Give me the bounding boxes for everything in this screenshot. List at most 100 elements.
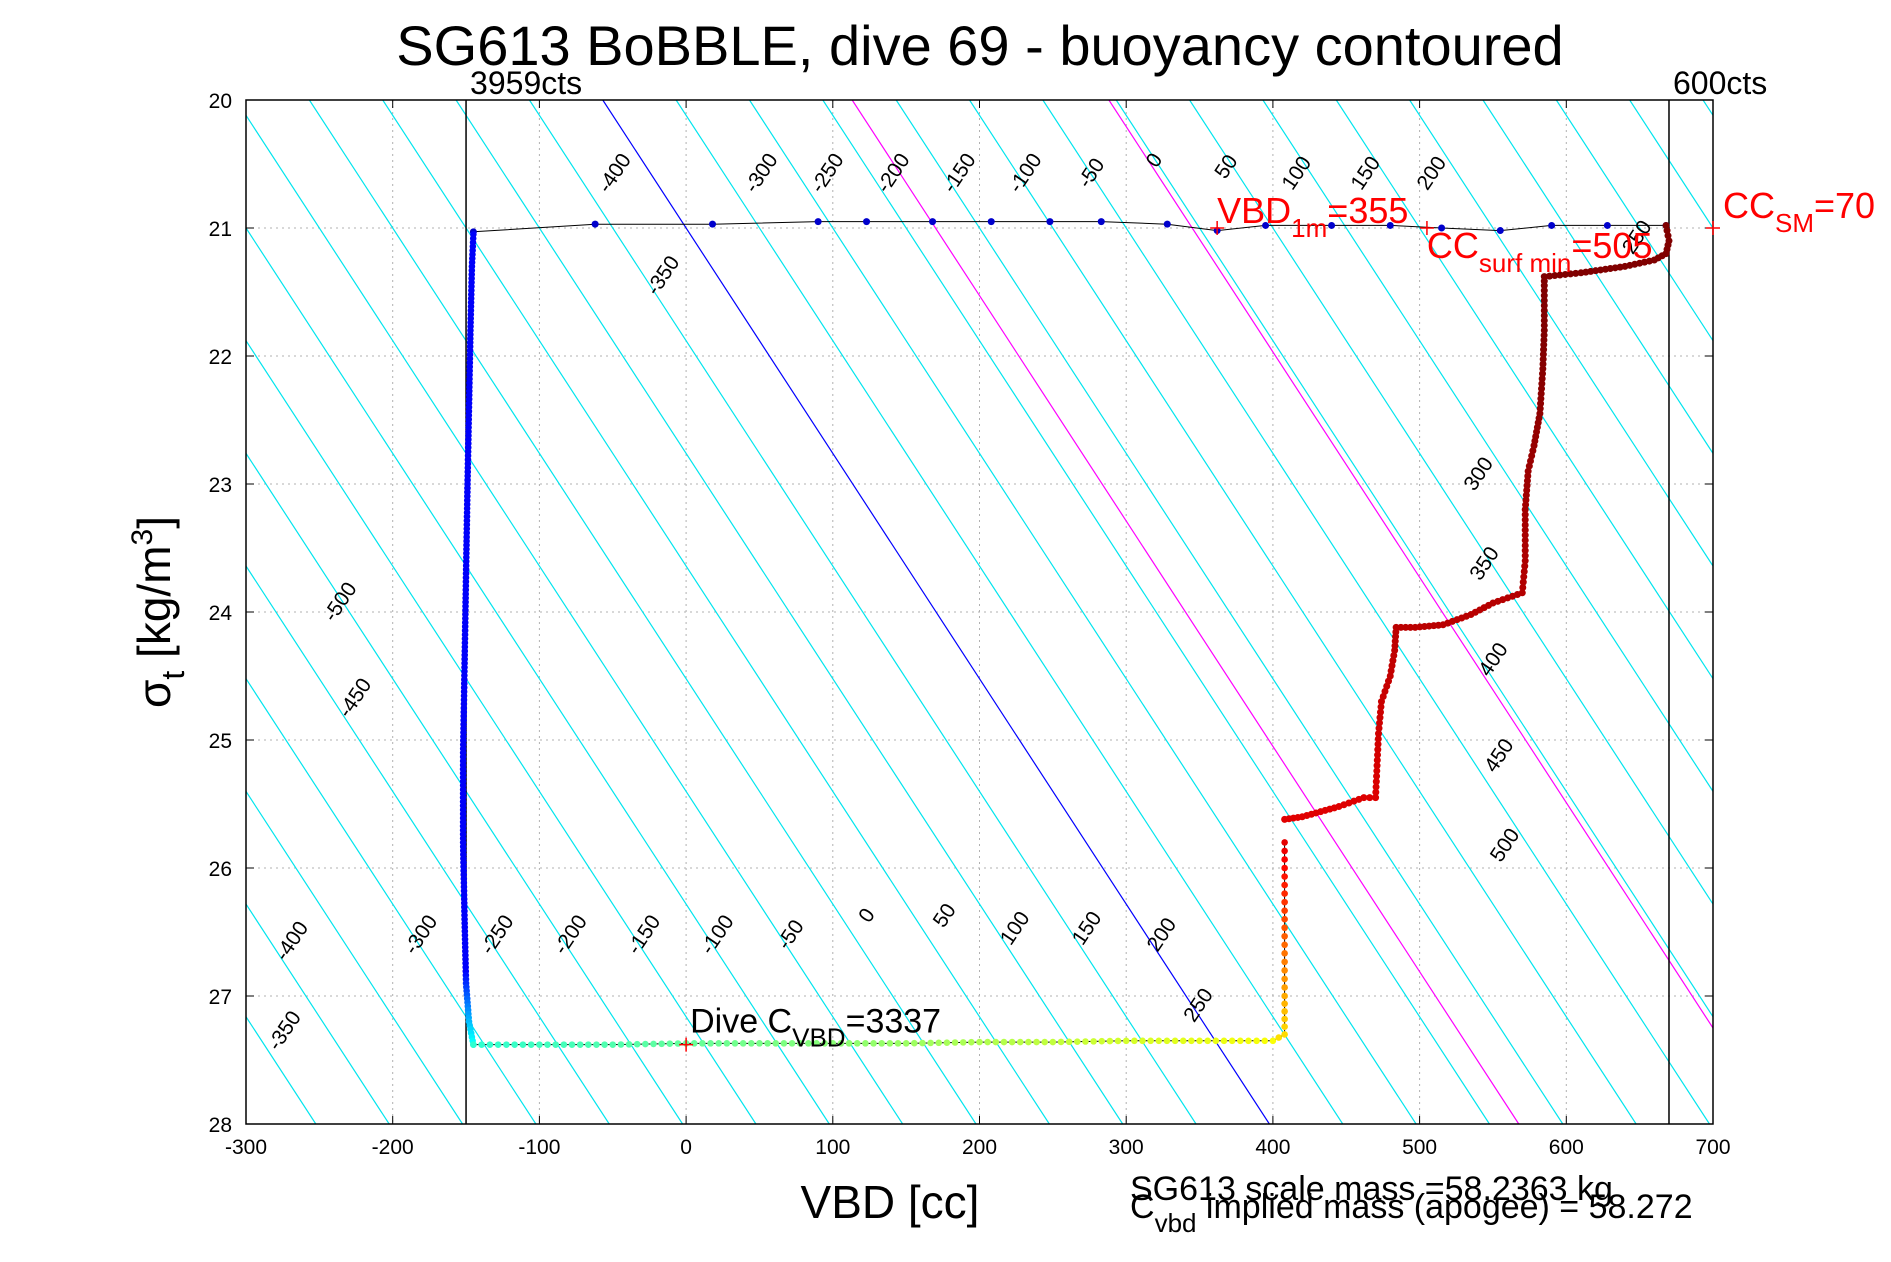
x-tick-label-4: 100 — [815, 1136, 850, 1159]
dive-bottom-point-51 — [886, 1040, 894, 1047]
dive-bottom-point-31 — [723, 1040, 731, 1047]
dive-bottom-point-46 — [845, 1040, 853, 1047]
dive-bottom-point-106 — [1281, 984, 1288, 991]
y-tick-label-8: 28 — [209, 1114, 232, 1137]
dive-bottom-point-29 — [707, 1040, 714, 1047]
annot-cc-surf-min-value: =505 — [1571, 225, 1652, 266]
contour-zero — [602, 100, 1270, 1124]
dive-bottom-point-6 — [519, 1041, 527, 1048]
contour-cyan-29 — [1042, 100, 1710, 1124]
contour-cyan-34 — [1409, 100, 1713, 568]
dive-bottom-point-36 — [764, 1040, 771, 1047]
dive-bottom-point-4 — [503, 1041, 510, 1048]
dive-bottom-point-41 — [805, 1040, 812, 1047]
climb-point-137 — [1540, 302, 1548, 310]
x-tick-label-0: -300 — [225, 1136, 267, 1159]
dive-bottom-point-54 — [911, 1039, 918, 1047]
climb-point-83 — [1520, 567, 1528, 575]
climb-point-133 — [1540, 321, 1548, 329]
contour-cyan-15 — [246, 564, 610, 1124]
dive-bottom-point-57 — [935, 1039, 943, 1047]
dive-bottom-point-58 — [943, 1039, 951, 1046]
climb-point-145 — [1551, 272, 1559, 280]
dive-top-point-17 — [1603, 221, 1611, 229]
climb-point-87 — [1521, 547, 1529, 555]
climb-point-134 — [1540, 316, 1548, 324]
y-axis-label-close: ] — [128, 516, 180, 529]
annot-vbd-1m-main: VBD — [1217, 190, 1291, 231]
dive-bottom-point-47 — [853, 1040, 861, 1047]
dive-bottom-point-2 — [486, 1041, 494, 1048]
svg-text:σt [kg/m3]: σt [kg/m3] — [126, 516, 191, 708]
dive-bottom-point-104 — [1281, 1000, 1288, 1007]
x-axis-label: VBD [cc] — [801, 1176, 980, 1228]
dive-top-point-8 — [1097, 218, 1105, 226]
dive-bottom-point-42 — [813, 1040, 820, 1047]
dive-bottom-point-83 — [1147, 1037, 1154, 1045]
dive-bottom-point-67 — [1016, 1038, 1024, 1046]
climb-point-123 — [1539, 370, 1547, 378]
dive-bottom-point-60 — [959, 1039, 967, 1046]
annot-cc-surf-min: CCsurf min=505 — [1427, 225, 1653, 278]
x-tick-label-7: 400 — [1255, 1136, 1290, 1159]
dive-bottom-point-65 — [1000, 1038, 1008, 1046]
dive-bottom-point-38 — [780, 1040, 788, 1047]
climb-point-136 — [1540, 306, 1548, 314]
dive-bottom-point-64 — [992, 1038, 1000, 1046]
climb-point-85 — [1521, 557, 1529, 565]
dive-bottom-point-22 — [650, 1040, 657, 1048]
contour-cyan-23 — [528, 100, 1197, 1124]
dive-bottom-point-89 — [1196, 1037, 1203, 1045]
climb-point-84 — [1521, 562, 1529, 570]
annot-dive-c-vbd-main: Dive C — [690, 1003, 792, 1041]
climb-point-121 — [1538, 380, 1546, 388]
dive-bottom-point-50 — [878, 1040, 885, 1047]
dive-bottom-point-39 — [788, 1040, 796, 1047]
dive-bottom-point-69 — [1033, 1038, 1040, 1046]
climb-point-93 — [1521, 516, 1529, 524]
climb-point-29 — [1374, 740, 1382, 748]
dive-bottom-point-30 — [715, 1040, 722, 1047]
y-tick-label-0: 20 — [209, 90, 232, 113]
dive-bottom-point-107 — [1281, 975, 1288, 983]
y-tick-label-5: 25 — [209, 730, 232, 753]
contour-cyan-13 — [246, 790, 464, 1124]
dive-bottom-point-74 — [1074, 1038, 1081, 1045]
climb-point-120 — [1538, 385, 1546, 393]
climb-point-146 — [1556, 271, 1564, 279]
dive-bottom-point-20 — [633, 1040, 641, 1048]
dive-bottom-point-73 — [1065, 1038, 1073, 1046]
climb-point-36 — [1377, 703, 1385, 711]
dive-bottom-point-28 — [699, 1040, 706, 1047]
dive-bottom-point-32 — [731, 1040, 739, 1047]
dive-bottom-point-49 — [870, 1040, 877, 1047]
climb-point-86 — [1521, 552, 1529, 560]
climb-point-174 — [1662, 221, 1670, 229]
dive-bottom-point-86 — [1171, 1037, 1179, 1045]
climb-point-144 — [1546, 272, 1554, 280]
climb-point-26 — [1373, 756, 1381, 764]
y-tick-label-7: 27 — [209, 986, 232, 1009]
dive-bottom-point-122 — [1281, 847, 1288, 855]
dive-bottom-point-113 — [1281, 924, 1288, 932]
dive-top-point-7 — [1046, 218, 1054, 226]
y-tick-label-4: 24 — [209, 602, 233, 625]
climb-point-17 — [1360, 794, 1368, 802]
climb-point-27 — [1374, 751, 1382, 759]
annot-dive-c-vbd-sub: VBD — [792, 1023, 845, 1053]
dive-bottom-point-16 — [601, 1041, 608, 1048]
footer-implied-rest: implied mass (apogee) = 58.272 — [1196, 1188, 1692, 1226]
dive-bottom-point-12 — [568, 1041, 576, 1048]
dive-bottom-point-45 — [837, 1040, 845, 1047]
dive-bottom-point-23 — [658, 1040, 665, 1048]
dive-bottom-point-18 — [617, 1041, 625, 1048]
dive-bottom-point-52 — [894, 1040, 902, 1047]
dive-bottom-point-63 — [984, 1038, 991, 1046]
dive-bottom-point-35 — [756, 1040, 763, 1047]
dive-bottom-point-92 — [1220, 1037, 1228, 1045]
contour-cyan-25 — [748, 100, 1417, 1124]
climb-point-23 — [1373, 772, 1381, 780]
contour-cyan-28 — [969, 100, 1637, 1124]
dive-bottom-point-7 — [527, 1041, 535, 1048]
